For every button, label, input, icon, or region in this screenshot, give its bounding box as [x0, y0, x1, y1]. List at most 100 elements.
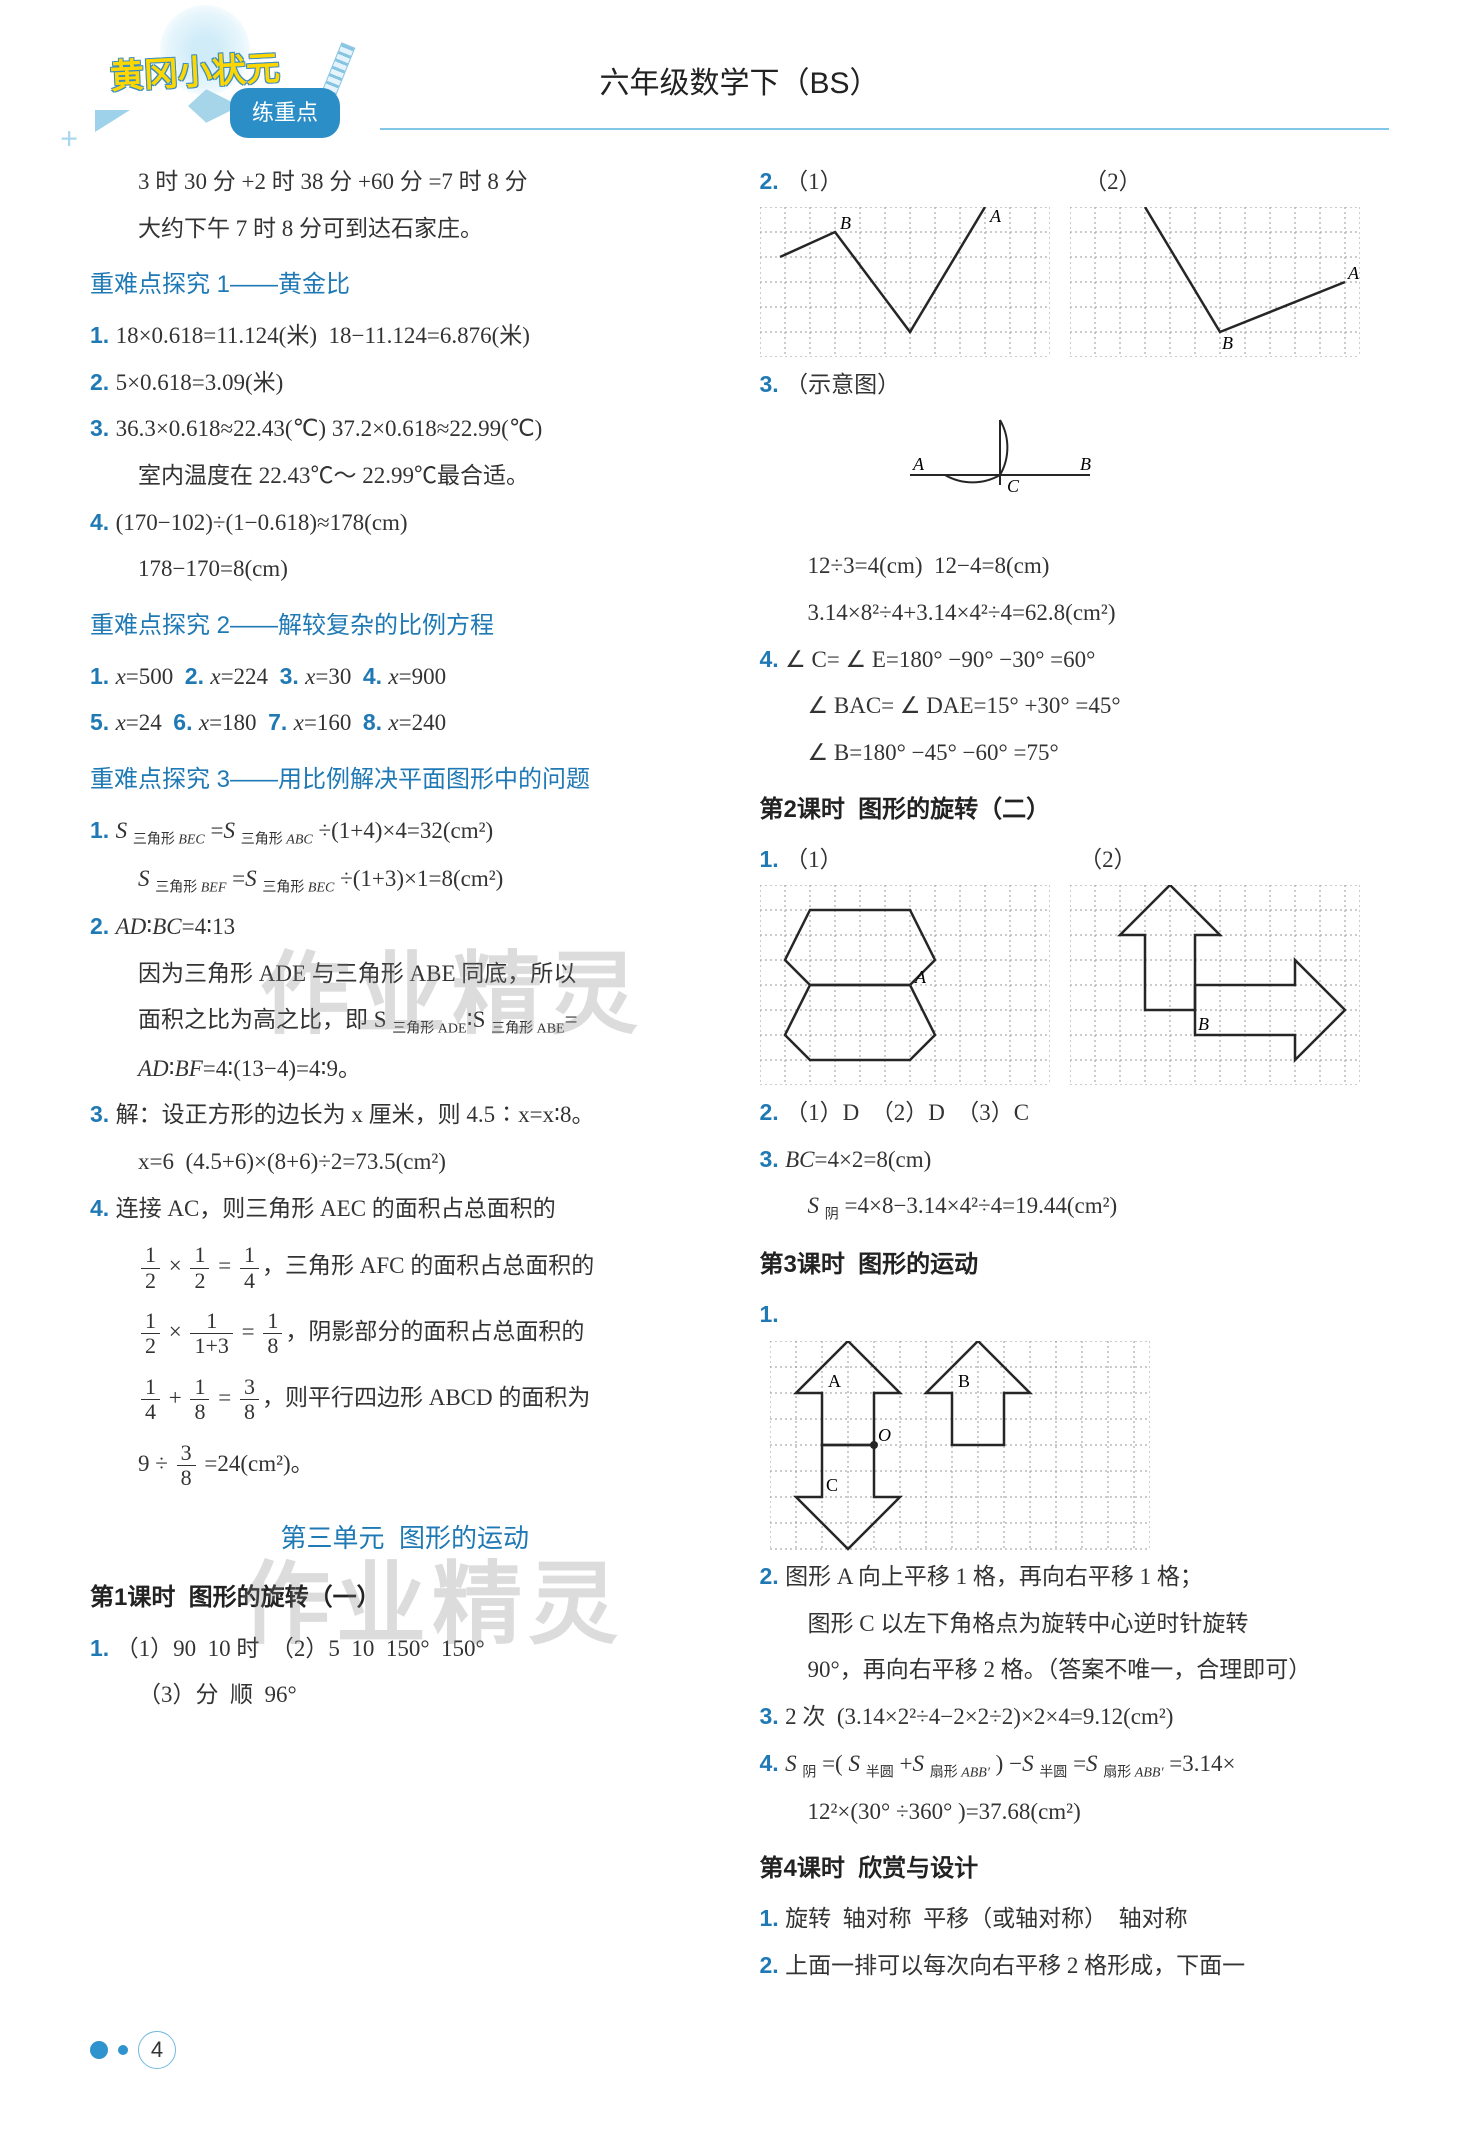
text-line: ∠ B=180° −45° −60° =75°: [760, 731, 1390, 775]
text-line: 面积之比为高之比，即 S 三角形 ADE∶S 三角形 ABE=: [90, 998, 720, 1043]
answer-text: 36.3×0.618≈22.43(℃) 37.2×0.618≈22.99(℃): [116, 416, 543, 441]
question-number: 4.: [760, 1750, 786, 1776]
text-line: x=6 (4.5+6)×(8+6)÷2=73.5(cm²): [90, 1140, 720, 1184]
plus-icon: +: [60, 108, 78, 169]
answer-text: 2 次 (3.14×2²÷4−2×2÷2)×2×4=9.12(cm²): [785, 1704, 1173, 1729]
question-number: 2.: [760, 168, 786, 194]
question-number: 2.: [760, 1952, 786, 1978]
sub-label: （示意图）: [785, 372, 900, 397]
frac-text: ，则平行四边形 ABCD 的面积为: [262, 1385, 590, 1410]
page-title: 六年级数学下（BS）: [599, 55, 879, 112]
question-number: 2.: [90, 369, 116, 395]
text-line: 2. 图形 A 向上平移 1 格，再向右平移 1 格；: [760, 1555, 1390, 1599]
text-line: 4. ∠ C= ∠ E=180° −90° −30° =60°: [760, 638, 1390, 682]
text-line: 5. x=24 6. x=180 7. x=160 8. x=240x=24 6…: [90, 701, 720, 745]
answer-text: （1）90 10 时 （2）5 10 150° 150°: [116, 1636, 485, 1661]
text-line: 12÷3=4(cm) 12−4=8(cm): [760, 544, 1390, 588]
svg-text:B: B: [958, 1371, 970, 1391]
diagram-figure: A B C: [880, 410, 1120, 540]
section-title: 重难点探究 3——用比例解决平面图形中的问题: [90, 757, 720, 803]
text-line: 1. （1）90 10 时 （2）5 10 150° 150°: [90, 1627, 720, 1671]
question-number: 4.: [90, 509, 116, 535]
answer-text: ∠ C= ∠ E=180° −90° −30° =60°: [785, 647, 1095, 672]
text-line: 90°，再向右平移 2 格。（答案不唯一，合理即可）: [760, 1648, 1390, 1692]
lesson-title: 第2课时 图形的旋转（二）: [760, 787, 1390, 833]
grid-figure: A: [760, 885, 1050, 1085]
text-line: 178−170=8(cm): [90, 547, 720, 591]
frac-text: ，三角形 AFC 的面积占总面积的: [262, 1253, 594, 1278]
text-line: 4. S 阴 =( S 半圆 +S 扇形 ABB′ ) −S 半圆 =S 扇形 …: [760, 1742, 1390, 1787]
text-line: 大约下午 7 时 8 分可到达石家庄。: [90, 207, 720, 251]
answer-text: 5×0.618=3.09(米): [116, 370, 284, 395]
header-divider: [380, 128, 1389, 130]
text-line: 12²×(30° ÷360° )=37.68(cm²): [760, 1790, 1390, 1834]
text-line: S 三角形 BEF =S 三角形 BEC ÷(1+3)×1=8(cm²)S 三角…: [90, 857, 720, 902]
text-line: 3. 36.3×0.618≈22.43(℃) 37.2×0.618≈22.99(…: [90, 407, 720, 451]
svg-text:B: B: [1222, 333, 1233, 353]
question-number: 1.: [90, 322, 116, 348]
sub-label: （2）: [1079, 847, 1137, 872]
svg-text:C: C: [1007, 476, 1020, 496]
text-line: 2. AD∶BC=4∶13AD∶BC=4∶13: [90, 905, 720, 949]
question-number: 3.: [760, 1146, 786, 1172]
answer-text: 图形 A 向上平移 1 格，再向右平移 1 格；: [785, 1564, 1203, 1589]
question-number: 1.: [760, 1905, 786, 1931]
text-line: 2. 5×0.618=3.09(米): [90, 361, 720, 405]
text-line: 3. BC=4×2=8(cm)BC=4×2=8(cm): [760, 1138, 1390, 1182]
question-number: 1.: [760, 1301, 779, 1327]
text-line: 14 + 18 = 38，则平行四边形 ABCD 的面积为: [90, 1368, 720, 1428]
svg-text:B: B: [1198, 1014, 1209, 1034]
text-line: 室内温度在 22.43℃～ 22.99℃最合适。: [90, 454, 720, 498]
svg-text:B: B: [1080, 454, 1091, 474]
question-number: 4.: [90, 1195, 116, 1221]
question-number: 2.: [760, 1563, 786, 1589]
page-footer: 4: [90, 2031, 1389, 2069]
svg-text:B: B: [840, 213, 851, 233]
text-line: 1.: [760, 1293, 1390, 1337]
frac-text: ，阴影部分的面积占总面积的: [285, 1319, 584, 1344]
sub-label: （1）: [785, 169, 843, 194]
banner-pill: 练重点: [230, 88, 340, 138]
section-title: 重难点探究 1——黄金比: [90, 262, 720, 308]
unit-title: 第三单元 图形的运动: [90, 1514, 720, 1563]
question-number: 1.: [90, 817, 116, 843]
text-line: 12 × 11+3 = 18，阴影部分的面积占总面积的: [90, 1302, 720, 1362]
question-number: 2.: [760, 1099, 786, 1125]
question-number: 3.: [90, 415, 116, 441]
dot-icon: [90, 2041, 108, 2059]
text-line: 3. 解：设正方形的边长为 x 厘米，则 4.5∶x=x∶8。: [90, 1093, 720, 1137]
text-line: 3 时 30 分 +2 时 38 分 +60 分 =7 时 8 分: [90, 160, 720, 204]
text-line: 1. 旋转 轴对称 平移（或轴对称） 轴对称: [760, 1897, 1390, 1941]
text-line: （3）分 顺 96°: [90, 1673, 720, 1717]
dot-icon: [118, 2045, 128, 2055]
answer-text: (170−102)÷(1−0.618)≈178(cm): [116, 510, 408, 535]
text-line: 2. （1）D （2）D （3）C: [760, 1091, 1390, 1135]
answer-text: 连接 AC，则三角形 AEC 的面积占总面积的: [116, 1196, 556, 1221]
text-line: 3. 2 次 (3.14×2²÷4−2×2÷2)×2×4=9.12(cm²): [760, 1695, 1390, 1739]
deco-triangle: [95, 110, 130, 132]
section-title: 重难点探究 2——解较复杂的比例方程: [90, 603, 720, 649]
svg-text:A: A: [828, 1371, 841, 1391]
answer-text: （1）D （2）D （3）C: [785, 1100, 1029, 1125]
svg-text:A: A: [912, 454, 925, 474]
text-line: 3. （示意图）: [760, 363, 1390, 407]
text-line: 3.14×8²÷4+3.14×4²÷4=62.8(cm²): [760, 591, 1390, 635]
figure-row: A B: [760, 885, 1390, 1085]
question-number: 3.: [90, 1101, 116, 1127]
right-column: 2. （1） （2） B A: [760, 157, 1390, 1991]
text-line: ∠ BAC= ∠ DAE=15° +30° =45°: [760, 684, 1390, 728]
text-line: 1. xx=500 2. x=224 3. x=30 4. x=900=500 …: [90, 655, 720, 699]
svg-text:A: A: [989, 207, 1002, 226]
lesson-title: 第3课时 图形的运动: [760, 1242, 1390, 1288]
question-number: 1.: [760, 846, 786, 872]
svg-text:A: A: [1347, 263, 1360, 283]
svg-text:A: A: [914, 967, 927, 987]
sub-label: （1）: [785, 847, 843, 872]
header-banner: + 黄冈小状元 练重点 六年级数学下（BS）: [90, 30, 1389, 145]
text-line: 1. （1） （2）: [760, 838, 1390, 882]
text-line: 12 × 12 = 14，三角形 AFC 的面积占总面积的: [90, 1236, 720, 1296]
left-column: 3 时 30 分 +2 时 38 分 +60 分 =7 时 8 分 大约下午 7…: [90, 157, 720, 1991]
text-line: 1. 18×0.618=11.124(米) 18−11.124=6.876(米): [90, 314, 720, 358]
answer-text: 旋转 轴对称 平移（或轴对称） 轴对称: [785, 1906, 1188, 1931]
answer-text: 18×0.618=11.124(米) 18−11.124=6.876(米): [116, 323, 530, 348]
